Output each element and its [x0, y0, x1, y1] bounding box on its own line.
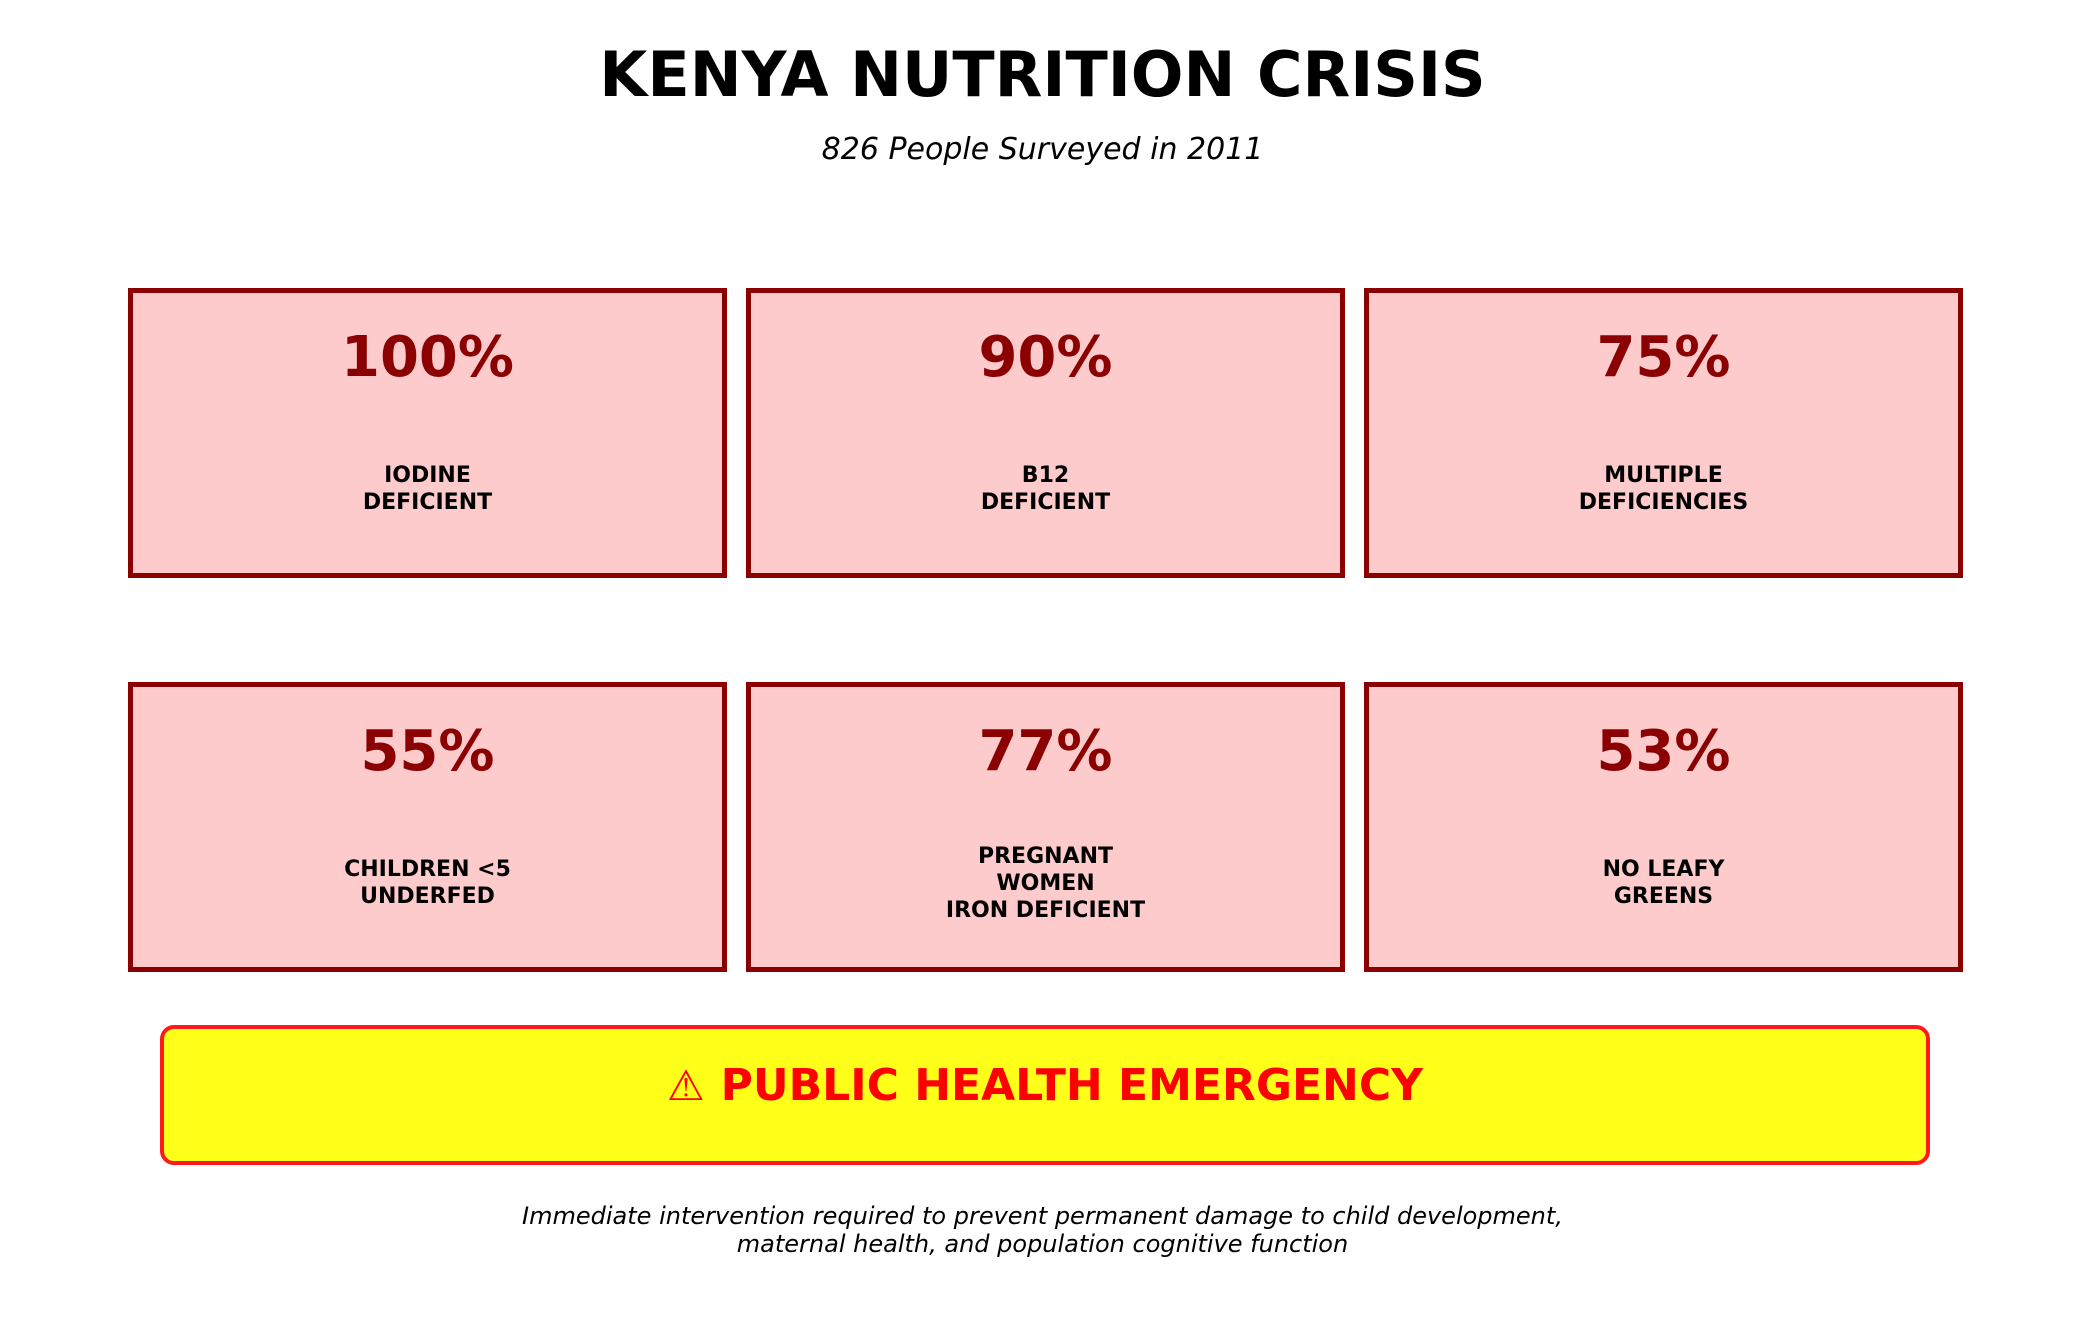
stat-card-greens: 53% NO LEAFY GREENS	[1364, 682, 1963, 972]
stat-label: NO LEAFY GREENS	[1602, 857, 1725, 909]
stat-card-multiple: 75% MULTIPLE DEFICIENCIES	[1364, 288, 1963, 578]
emergency-banner-content: ⚠ PUBLIC HEALTH EMERGENCY	[164, 1059, 1926, 1113]
page-subtitle: 826 People Surveyed in 2011	[821, 132, 1264, 167]
stat-value: 75%	[1596, 325, 1731, 390]
stat-label: B12 DEFICIENT	[980, 463, 1111, 515]
stat-value: 53%	[1596, 719, 1731, 784]
stat-value: 100%	[340, 325, 514, 390]
stat-label: PREGNANT WOMEN IRON DEFICIENT	[945, 843, 1146, 923]
stat-label: IODINE DEFICIENT	[362, 463, 493, 515]
stat-card-b12: 90% B12 DEFICIENT	[746, 288, 1345, 578]
stat-card-children: 55% CHILDREN <5 UNDERFED	[128, 682, 727, 972]
stat-label: CHILDREN <5 UNDERFED	[344, 857, 511, 909]
warning-icon: ⚠	[667, 1061, 705, 1110]
page-title: KENYA NUTRITION CRISIS	[599, 38, 1486, 111]
footnote: Immediate intervention required to preve…	[522, 1202, 1563, 1258]
emergency-text: PUBLIC HEALTH EMERGENCY	[720, 1060, 1423, 1111]
stat-card-iodine: 100% IODINE DEFICIENT	[128, 288, 727, 578]
stat-value: 77%	[978, 719, 1113, 784]
stat-value: 55%	[360, 719, 495, 784]
stat-label: MULTIPLE DEFICIENCIES	[1578, 463, 1749, 515]
emergency-banner: ⚠ PUBLIC HEALTH EMERGENCY	[160, 1025, 1930, 1165]
stat-card-pregnant: 77% PREGNANT WOMEN IRON DEFICIENT	[746, 682, 1345, 972]
stat-value: 90%	[978, 325, 1113, 390]
